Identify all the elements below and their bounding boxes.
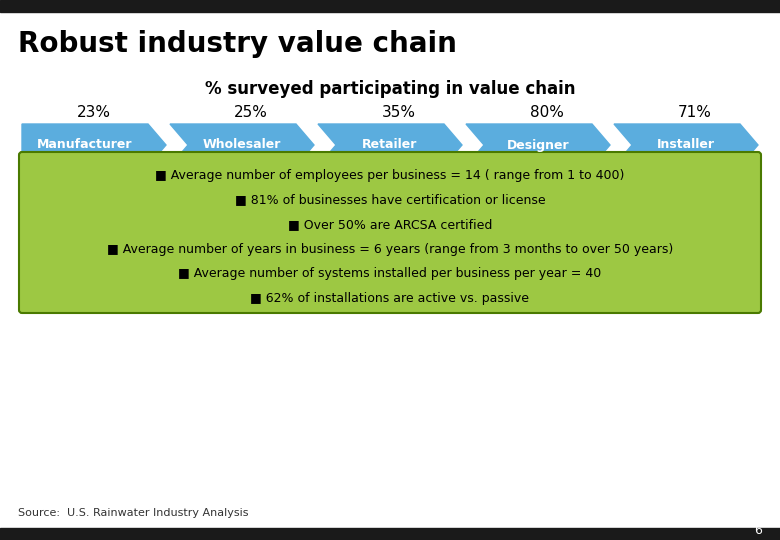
Text: ■ Average number of employees per business = 14 ( range from 1 to 400): ■ Average number of employees per busine… (155, 169, 625, 182)
Polygon shape (22, 124, 166, 166)
Text: 23%: 23% (77, 105, 111, 120)
FancyBboxPatch shape (19, 152, 761, 313)
Text: ■ 62% of installations are active vs. passive: ■ 62% of installations are active vs. pa… (250, 292, 530, 305)
Text: 80%: 80% (530, 105, 564, 120)
Text: 71%: 71% (678, 105, 712, 120)
Bar (0, 528, 780, 540)
Text: Retailer: Retailer (363, 138, 417, 152)
Text: Wholesaler: Wholesaler (203, 138, 281, 152)
Polygon shape (318, 124, 462, 166)
Text: ■ Over 50% are ARCSA certified: ■ Over 50% are ARCSA certified (288, 218, 492, 231)
Text: 25%: 25% (234, 105, 268, 120)
Text: ■ Average number of years in business = 6 years (range from 3 months to over 50 : ■ Average number of years in business = … (107, 242, 673, 255)
Text: % surveyed participating in value chain: % surveyed participating in value chain (204, 80, 576, 98)
Text: Source:  U.S. Rainwater Industry Analysis: Source: U.S. Rainwater Industry Analysis (18, 508, 249, 518)
Text: Designer: Designer (507, 138, 569, 152)
Text: 6: 6 (754, 524, 762, 537)
Text: Manufacturer: Manufacturer (37, 138, 133, 152)
Text: 35%: 35% (382, 105, 416, 120)
Text: ■ Average number of systems installed per business per year = 40: ■ Average number of systems installed pe… (179, 267, 601, 280)
Text: Installer: Installer (657, 138, 715, 152)
Polygon shape (466, 124, 610, 166)
Text: Robust industry value chain: Robust industry value chain (18, 30, 457, 58)
Text: ■ 81% of businesses have certification or license: ■ 81% of businesses have certification o… (235, 193, 545, 206)
Polygon shape (614, 124, 758, 166)
Bar (0, 0, 780, 12)
Polygon shape (170, 124, 314, 166)
